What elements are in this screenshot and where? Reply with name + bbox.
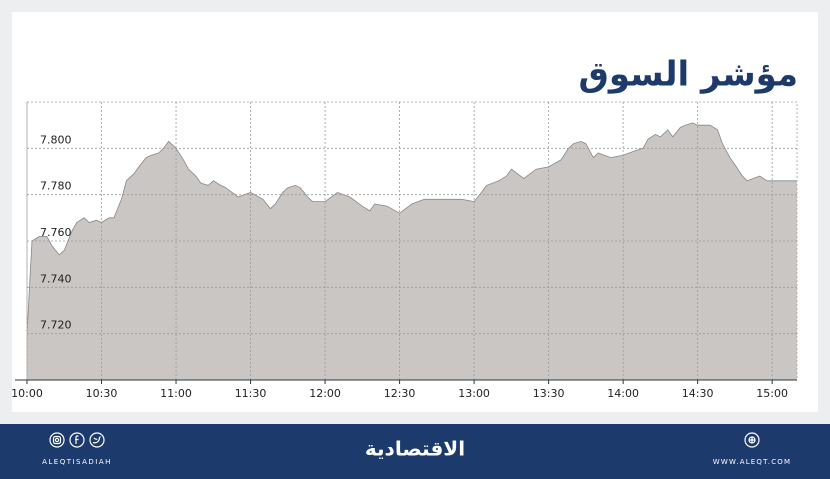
- x-tick-label: 10:00: [11, 387, 43, 400]
- x-tick-label: 13:00: [458, 387, 490, 400]
- x-tick-label: 10:30: [86, 387, 118, 400]
- plot: 7.720 7.740 7.760 7.780 7.800 10:00 10:30 11:00…: [11, 101, 798, 400]
- x-tick-label: 14:00: [607, 387, 639, 400]
- x-tick-label: 12:00: [309, 387, 341, 400]
- y-tick-label: 7.800: [40, 133, 72, 146]
- y-tick-label: 7.740: [40, 272, 72, 285]
- y-tick-label: 7.720: [40, 319, 72, 332]
- chart-title: مؤشر السوق: [578, 55, 798, 95]
- footer-band: [0, 424, 830, 479]
- footer-handle: ALEQTISADIAH: [42, 458, 112, 466]
- footer-website: WWW.ALEQT.COM: [713, 458, 792, 466]
- footer-brand: الاقتصادية: [365, 437, 465, 461]
- x-tick-label: 11:00: [160, 387, 192, 400]
- area: [27, 122, 797, 381]
- social-icons: [49, 432, 760, 448]
- line: [26, 122, 797, 334]
- x-tick-label: 12:30: [384, 387, 416, 400]
- y-tick-label: 7.760: [40, 226, 72, 239]
- x-tick-label: 11:30: [235, 387, 267, 400]
- y-tick-label: 7.780: [40, 180, 72, 193]
- x-tick-label: 15:00: [756, 387, 788, 400]
- x-tick-label: 14:30: [682, 387, 714, 400]
- x-tick-label: 13:30: [533, 387, 565, 400]
